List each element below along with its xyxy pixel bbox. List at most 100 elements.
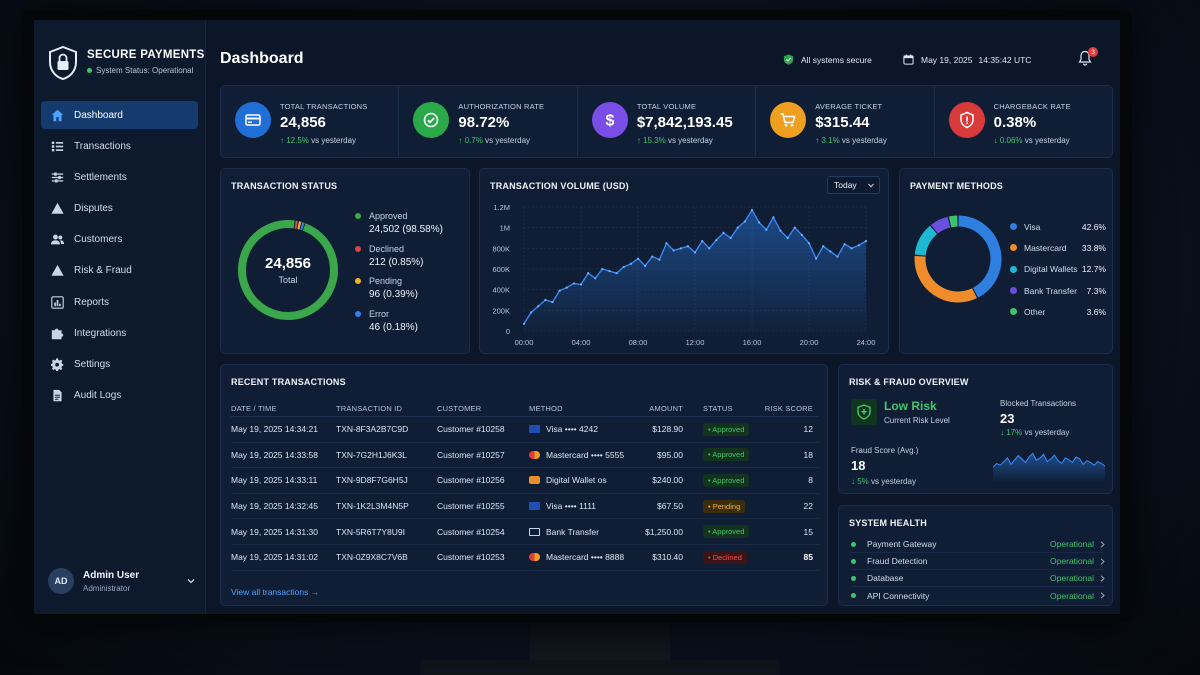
- donut-center-label: Total: [278, 275, 297, 285]
- donut-slice-pending[interactable]: [297, 221, 302, 230]
- legend-label: Declined: [369, 243, 405, 254]
- method-label: Bank Transfer: [546, 526, 599, 537]
- table-row[interactable]: May 19, 2025 14:34:21 TXN-8F3A2B7C9D Custo…: [231, 417, 819, 443]
- health-item-fraud-detection[interactable]: Fraud Detection Operational: [851, 553, 1105, 570]
- table-row[interactable]: May 19, 2025 14:31:30 TXN-5R6T7Y8U9I Custo…: [231, 519, 819, 545]
- kpi-icon-bg: [948, 102, 985, 138]
- legend-swatch: [1010, 265, 1017, 273]
- fraud-sparkline: [993, 452, 1105, 481]
- range-select[interactable]: Today: [827, 176, 880, 194]
- legend-swatch: [1010, 308, 1017, 316]
- legend-swatch: [355, 310, 361, 317]
- table-row[interactable]: May 19, 2025 14:33:11 TXN-9D8F7G6H5J Custo…: [231, 468, 819, 494]
- sidebar-item-reports[interactable]: Reports: [41, 288, 198, 316]
- legend-pending: Pending 96 (0.39%): [355, 276, 443, 300]
- donut-slice-mastercard[interactable]: [914, 255, 977, 303]
- transactions-table: DATE / TIME TRANSACTION ID CUSTOMER METH…: [231, 401, 819, 571]
- y-tick-label: 0: [506, 327, 510, 336]
- legend-label: Approved: [369, 211, 408, 221]
- sidebar-item-dashboard[interactable]: Dashboard: [41, 101, 198, 129]
- volume-point: [786, 236, 789, 240]
- volume-point: [679, 247, 682, 250]
- column-header-date[interactable]: DATE / TIME: [231, 404, 277, 413]
- volume-point: [850, 247, 853, 250]
- donut-slice-other[interactable]: [948, 215, 958, 228]
- main-content: Dashboard All systems secure May 19, 202…: [218, 20, 1120, 614]
- column-header-risk[interactable]: RISK SCORE: [764, 404, 813, 413]
- health-item-state: Operational: [1050, 539, 1094, 549]
- chevron-right-icon: [1100, 540, 1105, 548]
- x-tick-label: 08:00: [629, 338, 648, 347]
- user-menu[interactable]: AD Admin User Administrator: [48, 568, 196, 594]
- cell-transaction-id: TXN-1K2L3M4N5P: [336, 501, 409, 512]
- table-body: May 19, 2025 14:34:21 TXN-8F3A2B7C9D Custo…: [231, 417, 819, 571]
- mastercard-icon: [529, 450, 540, 459]
- volume-point: [715, 238, 718, 242]
- bell-icon[interactable]: [1078, 50, 1092, 66]
- sidebar-item-settings[interactable]: Settings: [41, 351, 198, 379]
- payment-methods-donut-chart: [914, 215, 1002, 303]
- kpi-chargeback-rate: CHARGEBACK RATE 0.38% ↓ 0.06% vs yesterd…: [935, 86, 1112, 157]
- column-header-amount[interactable]: AMOUNT: [649, 404, 683, 413]
- donut-center-value: 24,856: [265, 255, 311, 272]
- sidebar-item-risk-fraud[interactable]: Risk & Fraud: [41, 257, 198, 285]
- donut-slice-approved[interactable]: [238, 220, 338, 320]
- sidebar-item-settlements[interactable]: Settlements: [41, 163, 198, 191]
- transaction-volume-panel: TRANSACTION VOLUME (USD) Today 0 200K 400K…: [479, 168, 889, 354]
- table-row[interactable]: May 19, 2025 14:31:02 TXN-0Z9X8C7V6B Custo…: [231, 545, 819, 571]
- kpi-change: ↓ 0.06% vs yesterday: [994, 136, 1070, 145]
- health-item-name: Database: [867, 573, 904, 583]
- notification-badge: 3: [1088, 47, 1098, 57]
- volume-point: [722, 231, 725, 234]
- volume-point: [544, 298, 547, 302]
- risk-fraud-panel: RISK & FRAUD OVERVIEW Low Risk Current R…: [838, 364, 1113, 494]
- legend-swatch: [1010, 223, 1017, 231]
- chevron-right-icon: [1100, 557, 1105, 565]
- donut-slice-visa[interactable]: [958, 215, 1002, 298]
- health-item-api-connectivity[interactable]: API Connectivity Operational: [851, 587, 1105, 604]
- legend-other: Other 3.6%: [1010, 301, 1106, 322]
- volume-point: [758, 221, 761, 224]
- donut-slice-digital-wallets[interactable]: [914, 225, 938, 256]
- volume-point: [636, 257, 640, 260]
- x-tick-label: 24:00: [857, 338, 876, 347]
- column-header-status[interactable]: STATUS: [703, 404, 733, 413]
- status-donut-chart: 24,856 Total: [238, 220, 338, 320]
- sidebar-item-integrations[interactable]: Integrations: [41, 319, 198, 347]
- kpi-change-value: ↑ 12.5%: [280, 136, 309, 145]
- column-header-id[interactable]: TRANSACTION ID: [336, 404, 403, 413]
- kpi-average-ticket: AVERAGE TICKET $315.44 ↑ 3.1% vs yesterd…: [756, 86, 935, 157]
- sidebar-item-audit-logs[interactable]: Audit Logs: [41, 382, 198, 410]
- table-row[interactable]: May 19, 2025 14:32:45 TXN-1K2L3M4N5P Custo…: [231, 494, 819, 520]
- sidebar-item-label: Integrations: [74, 327, 127, 339]
- cart-icon: [780, 113, 796, 127]
- range-select-value: Today: [834, 180, 857, 190]
- sidebar-item-disputes[interactable]: Disputes: [41, 195, 198, 223]
- column-header-method[interactable]: METHOD: [529, 404, 563, 413]
- legend-swatch: [355, 213, 361, 219]
- chevron-down-icon: [868, 183, 874, 188]
- view-all-transactions-link[interactable]: View all transactions →: [231, 587, 320, 597]
- list-icon: [51, 141, 64, 152]
- sidebar-item-customers[interactable]: Customers: [41, 226, 198, 254]
- cell-transaction-id: TXN-8F3A2B7C9D: [336, 424, 409, 435]
- system-status: System Status: Operational: [87, 66, 205, 75]
- health-item-payment-gateway[interactable]: Payment Gateway Operational: [851, 536, 1105, 553]
- gear-icon: [51, 358, 64, 371]
- cell-risk-score: 15: [803, 526, 813, 537]
- volume-point: [522, 322, 526, 325]
- column-header-customer[interactable]: CUSTOMER: [437, 404, 482, 413]
- kpi-icon-bg: [413, 102, 450, 138]
- legend-value: 7.3%: [1086, 285, 1106, 296]
- sidebar-item-transactions[interactable]: Transactions: [41, 132, 198, 160]
- legend-label: Bank Transfer: [1024, 285, 1077, 296]
- donut-slice-bank-transfer[interactable]: [930, 216, 951, 234]
- health-item-database[interactable]: Database Operational: [851, 570, 1105, 587]
- donut-slice-error[interactable]: [300, 222, 305, 231]
- cell-method: Mastercard •••• 8888: [529, 552, 633, 562]
- status-dot: [851, 558, 856, 564]
- chevron-right-icon: [1100, 592, 1105, 599]
- kpi-change-suffix: vs yesterday: [1024, 136, 1070, 145]
- table-row[interactable]: May 19, 2025 14:33:58 TXN-7G2H1J6K3L Custo…: [231, 443, 819, 469]
- chevron-down-icon[interactable]: [186, 576, 196, 586]
